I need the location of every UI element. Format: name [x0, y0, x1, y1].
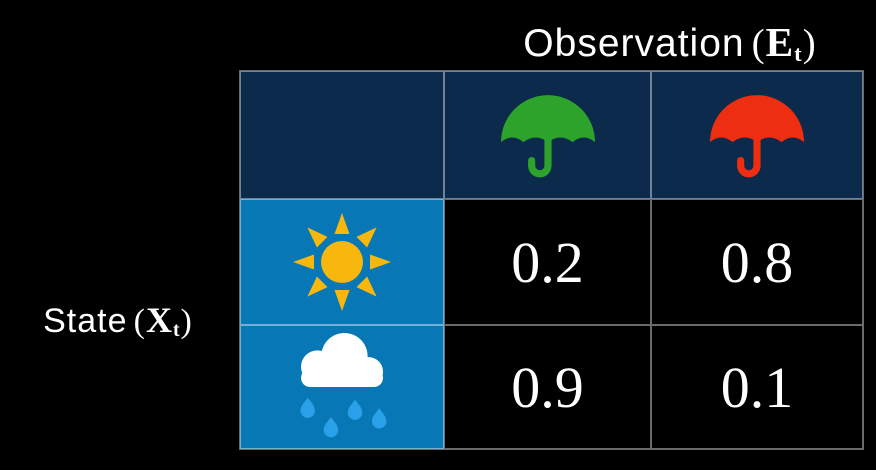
- state-word: State: [43, 302, 128, 340]
- sun-icon: [293, 213, 391, 311]
- prob-cell-rainy-no-umbrella: 0.1: [651, 325, 863, 449]
- red-umbrella-icon: [710, 95, 804, 178]
- header-cell-umbrella: [444, 71, 651, 199]
- state-cell-sunny: [240, 199, 444, 325]
- title-word: Observation: [523, 22, 745, 65]
- state-math-symbol: (Xt): [133, 300, 193, 342]
- green-umbrella-icon: [500, 95, 595, 178]
- prob-cell-rainy-umbrella: 0.9: [444, 325, 651, 449]
- prob-cell-sunny-umbrella: 0.2: [444, 199, 651, 325]
- observation-axis-title: Observation (Et): [470, 19, 870, 66]
- title-math-symbol: (Et): [751, 19, 817, 66]
- prob-cell-sunny-no-umbrella: 0.8: [651, 199, 863, 325]
- rain-cloud-icon: [300, 332, 386, 437]
- corner-cell: [240, 71, 444, 199]
- state-axis-title: State (Xt): [2, 299, 234, 341]
- observation-probability-table: 0.2 0.8 0.9 0.1: [239, 70, 864, 450]
- state-cell-rainy: [240, 325, 444, 449]
- header-cell-no-umbrella: [651, 71, 863, 199]
